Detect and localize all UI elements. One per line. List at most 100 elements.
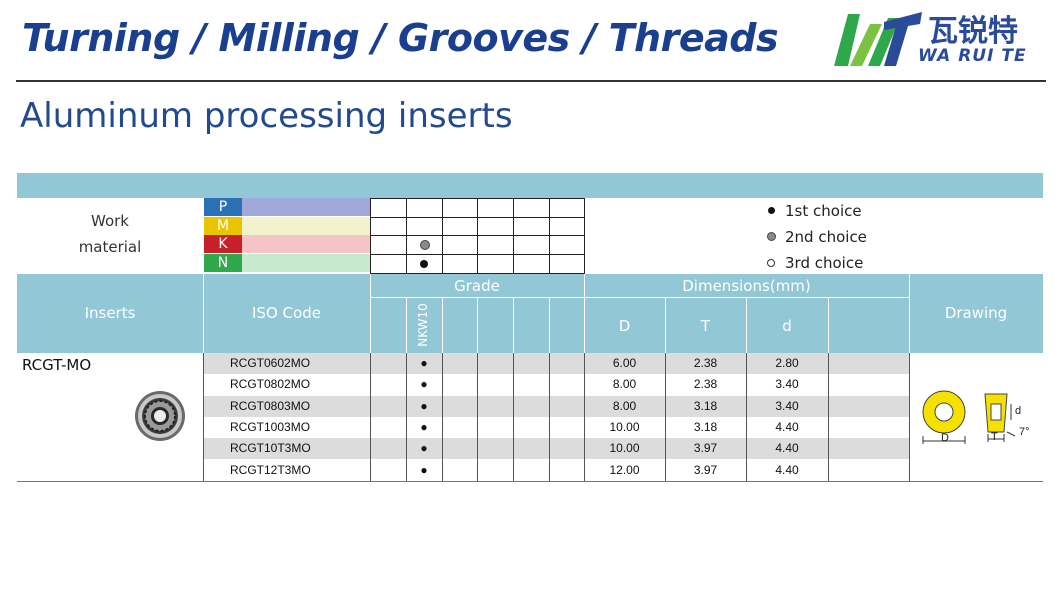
header-divider-line (477, 297, 478, 353)
iso-code-cell: RCGT10T3MO (230, 441, 311, 456)
work-material-label-line1: Work (91, 212, 129, 230)
header-divider-line (909, 274, 910, 353)
body-column-line (828, 353, 829, 481)
legend-second-choice: 2nd choice (785, 228, 867, 246)
grade-nkw10-header: NKW10 (410, 300, 436, 350)
legend-third-choice: 3rd choice (785, 254, 864, 272)
table-row: RCGT0802MO ● 8.00 2.38 3.40 (17, 374, 1043, 395)
header-divider-line (828, 297, 829, 353)
col-header-grade: Grade (454, 277, 500, 295)
iso-code-cell: RCGT0802MO (230, 377, 311, 392)
col-header-iso-code: ISO Code (252, 304, 321, 322)
header-title: Turning / Milling / Grooves / Threads (22, 16, 779, 60)
n-first-choice-dot-icon (420, 260, 428, 268)
table-row: RCGT10T3MO ● 10.00 3.97 4.40 (17, 438, 1043, 460)
grade-mark-cell: ● (420, 419, 428, 434)
header-divider-line (665, 297, 666, 353)
dim-T-cell: 3.18 (693, 419, 718, 434)
header-divider-line (584, 274, 585, 353)
legend-second-dot-icon (767, 232, 776, 241)
body-column-line (442, 353, 443, 481)
col-header-dimensions: Dimensions(mm) (682, 277, 811, 295)
header-divider-line (370, 297, 909, 298)
body-column-line (406, 353, 407, 481)
grade-nkw10-label: NKW10 (416, 303, 430, 347)
dim-T-cell: 2.38 (693, 356, 718, 370)
legend-first-choice: 1st choice (785, 202, 862, 220)
material-color-bar-m (242, 217, 370, 235)
material-color-bar-k (242, 235, 370, 253)
drawing-label-d: d (1015, 405, 1022, 417)
iso-code-cell: RCGT0602MO (230, 356, 311, 370)
dim-d-cell: 4.40 (775, 419, 799, 434)
iso-code-cell: RCGT1003MO (230, 419, 311, 434)
col-header-inserts: Inserts (84, 304, 136, 322)
material-color-bar-p (242, 198, 370, 216)
col-header-drawing: Drawing (944, 304, 1008, 322)
material-letter-k: K (204, 235, 242, 253)
table-header (17, 274, 1043, 353)
body-column-line (203, 353, 204, 481)
table-row: RCGT0803MO ● 8.00 3.18 3.40 (17, 395, 1043, 417)
dim-d-cell: 2.80 (775, 356, 799, 370)
grade-mark-cell: ● (420, 377, 428, 392)
dim-d-cell: 4.40 (775, 462, 799, 477)
grid-line (584, 198, 585, 274)
legend-first-dot-icon (768, 207, 775, 214)
header-divider-line (442, 297, 443, 353)
brand-logo-mark-icon (834, 12, 922, 66)
k-second-choice-dot-icon (420, 240, 430, 250)
material-letter-m: M (204, 217, 242, 235)
dim-D-cell: 12.00 (609, 462, 640, 477)
material-letter-n: N (204, 254, 242, 272)
table-row: RCGT0602MO ● 6.00 2.38 2.80 (17, 353, 1043, 374)
body-column-line (665, 353, 666, 481)
drawing-label-T: T (991, 431, 998, 443)
iso-code-cell: RCGT0803MO (230, 398, 311, 413)
dim-T-cell: 3.97 (693, 441, 718, 456)
table-bottom-rule (17, 481, 1043, 482)
material-letter-p: P (204, 198, 242, 216)
body-column-line (746, 353, 747, 481)
col-header-dim-T: T (700, 317, 711, 335)
dim-D-cell: 10.00 (609, 441, 640, 456)
grade-mark-cell: ● (420, 441, 428, 456)
col-header-dim-d: d (782, 317, 792, 335)
grade-mark-cell: ● (420, 398, 428, 413)
header-divider-line (746, 297, 747, 353)
insert-name: RCGT-MO (22, 356, 92, 374)
logo-chinese-text: 瓦锐特 (928, 14, 1018, 49)
iso-code-cell: RCGT12T3MO (230, 462, 311, 477)
material-color-bar-n (242, 254, 370, 272)
grid-line (370, 198, 371, 274)
header-divider-line (203, 274, 204, 353)
dim-D-cell: 6.00 (612, 356, 637, 370)
grid-line (549, 198, 550, 274)
dim-D-cell: 8.00 (612, 377, 637, 392)
grade-mark-cell: ● (420, 356, 428, 370)
logo-english-text: WA RUI TE (918, 46, 1027, 66)
grid-line (442, 198, 443, 274)
body-column-line (513, 353, 514, 481)
grid-line (406, 198, 407, 274)
insert-photo-icon (135, 391, 185, 441)
grid-line (477, 198, 478, 274)
drawing-label-D: D (941, 432, 949, 444)
body-column-line (477, 353, 478, 481)
header-divider-line (513, 297, 514, 353)
body-column-line (549, 353, 550, 481)
legend-third-dot-icon (767, 259, 775, 267)
dim-T-cell: 3.18 (693, 398, 718, 413)
table-row: RCGT12T3MO ● 12.00 3.97 4.40 (17, 460, 1043, 481)
dim-D-cell: 8.00 (612, 398, 637, 413)
grade-mark-cell: ● (420, 462, 428, 477)
header-divider-line (406, 297, 407, 353)
table-top-bar (17, 173, 1043, 198)
dim-d-cell: 3.40 (775, 377, 799, 392)
dim-d-cell: 3.40 (775, 398, 799, 413)
header-divider-line (370, 274, 371, 353)
insert-drawing-icon (922, 390, 1016, 444)
grid-line (513, 198, 514, 274)
work-material-label-line2: material (78, 238, 142, 256)
header-divider-line (549, 297, 550, 353)
